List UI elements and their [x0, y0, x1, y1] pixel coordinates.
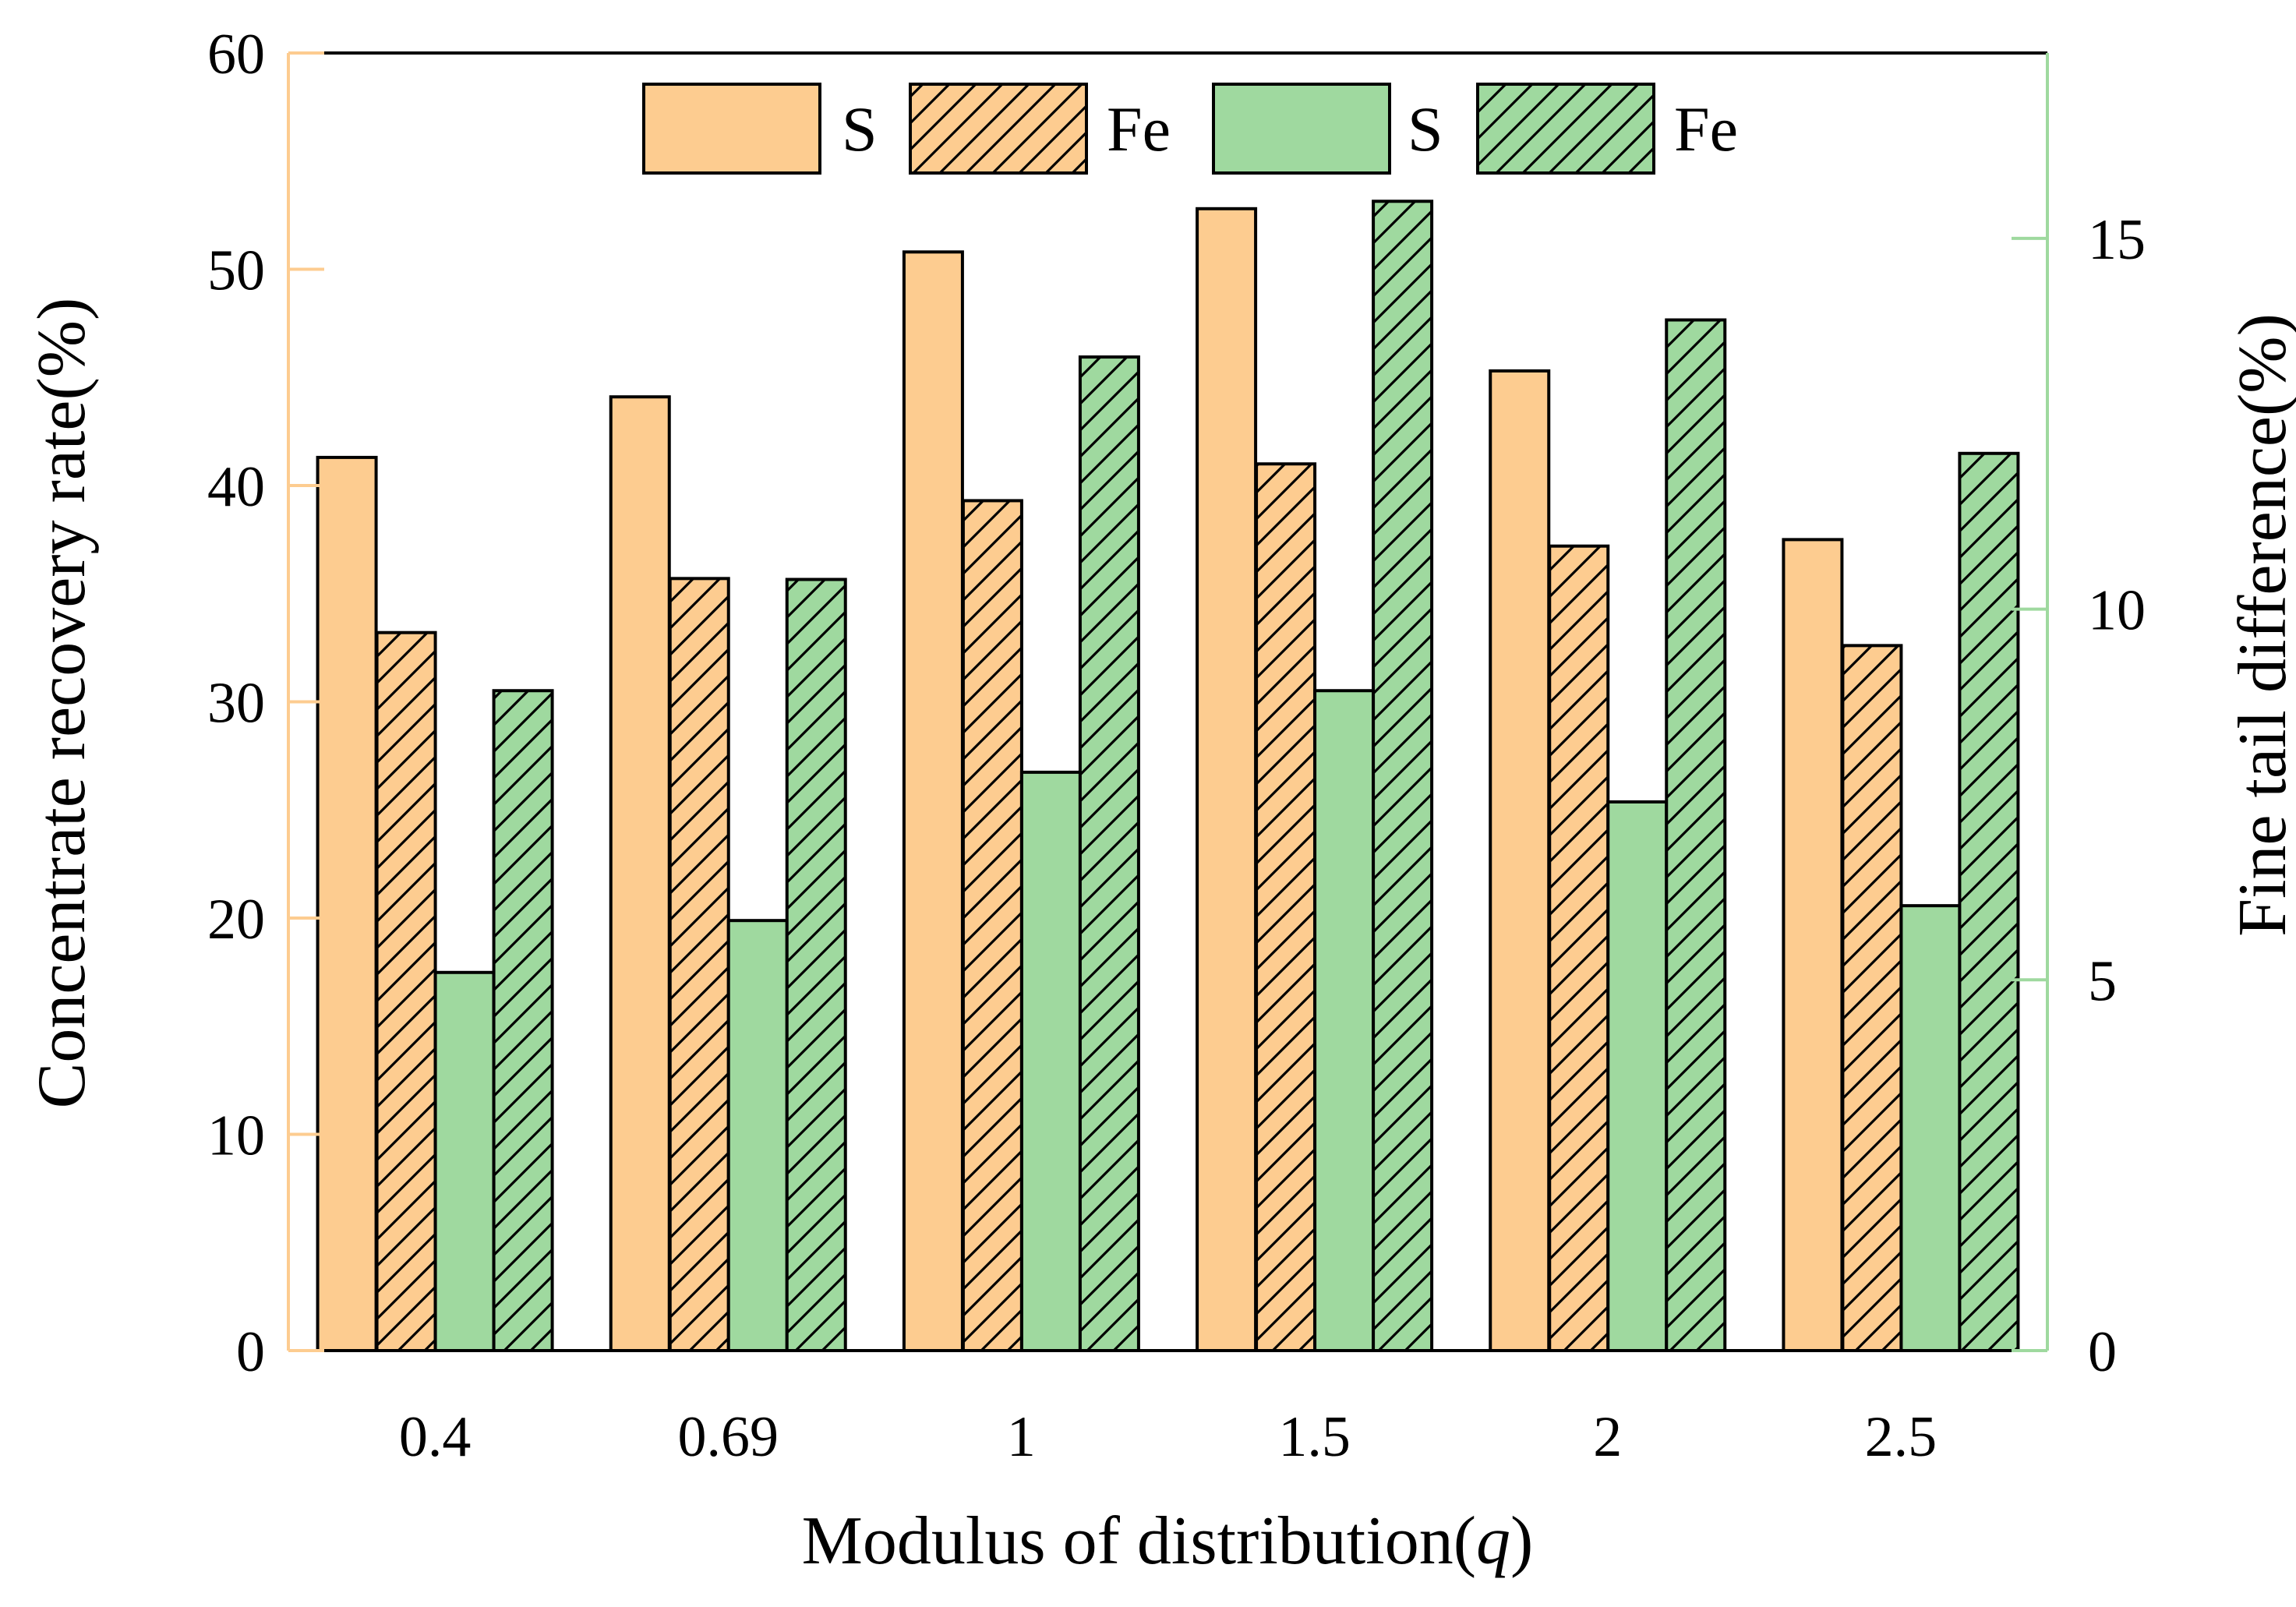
- right-y-tick-label: 0: [2088, 1320, 2117, 1384]
- legend-item-fe-green: Fe: [1476, 83, 1738, 175]
- bar-s-right-2.5: [1899, 904, 1962, 1352]
- left-y-tick-label: 20: [207, 888, 265, 952]
- x-axis-title: Modulus of distribution(q): [802, 1503, 1534, 1579]
- legend-swatch-s-green: [1212, 83, 1391, 175]
- bar-s-right-2: [1606, 800, 1669, 1352]
- bar-fe-left-0.4: [375, 630, 437, 1352]
- bar-s-left-2.5: [1782, 538, 1844, 1352]
- x-tick-label: 2.5: [1865, 1405, 1937, 1469]
- legend-item-fe-orange: Fe: [909, 83, 1171, 175]
- bar-s-right-1: [1019, 770, 1082, 1352]
- left-y-tick-label: 50: [207, 239, 265, 303]
- x-tick-label: 2: [1593, 1405, 1622, 1469]
- legend-swatch-fe-orange: [909, 83, 1088, 175]
- left-y-tick-label: 30: [207, 672, 265, 736]
- bar-fe-right-0.69: [785, 577, 847, 1352]
- left-y-tick-label: 10: [207, 1104, 265, 1168]
- legend-item-s-green: S: [1212, 83, 1443, 175]
- legend-label-s-orange: S: [842, 94, 878, 164]
- left-y-tick-label: 0: [236, 1320, 265, 1384]
- legend: S Fe S Fe: [642, 83, 1738, 175]
- bar-fe-left-1: [961, 499, 1023, 1352]
- left-y-tick-label: 40: [207, 455, 265, 519]
- legend-label-fe-orange: Fe: [1107, 94, 1171, 164]
- right-y-tick-label: 10: [2088, 579, 2146, 643]
- left-y-ticks: 0 10 20 30 40 50 60: [207, 23, 324, 1384]
- x-tick-label: 1.5: [1278, 1405, 1351, 1469]
- bar-fe-right-2.5: [1958, 451, 2020, 1352]
- bar-fe-right-1: [1078, 355, 1140, 1353]
- legend-label-s-green: S: [1408, 94, 1443, 164]
- legend-label-fe-green: Fe: [1674, 94, 1738, 164]
- x-tick-label: 0.69: [678, 1405, 779, 1469]
- bar-s-left-2: [1489, 369, 1551, 1352]
- left-y-tick-label: 60: [207, 23, 265, 87]
- legend-swatch-fe-green: [1476, 83, 1655, 175]
- y-axis-right-title: Fine tail difference(%): [2225, 313, 2296, 937]
- legend-item-s-orange: S: [642, 83, 878, 175]
- bar-fe-right-2: [1665, 318, 1727, 1352]
- bar-s-left-0.69: [609, 395, 671, 1353]
- bar-s-right-0.69: [726, 919, 789, 1352]
- bars-layer: [316, 200, 2020, 1353]
- legend-swatch-s-orange: [642, 83, 821, 175]
- bar-s-left-1: [902, 250, 964, 1352]
- bar-fe-left-2: [1548, 544, 1610, 1353]
- bar-fe-left-0.69: [668, 577, 730, 1352]
- right-y-tick-label: 5: [2088, 949, 2117, 1013]
- bar-fe-right-1.5: [1372, 200, 1434, 1352]
- bar-fe-right-0.4: [492, 689, 554, 1352]
- y-axis-left-title: Concentrate recovery rate(%): [24, 298, 100, 1109]
- bar-s-left-0.4: [316, 455, 378, 1352]
- x-tick-labels: 0.4 0.69 1 1.5 2 2.5: [399, 1405, 1937, 1469]
- x-tick-label: 1: [1007, 1405, 1036, 1469]
- bar-fe-left-2.5: [1841, 644, 1903, 1352]
- bar-s-right-0.4: [433, 970, 496, 1353]
- right-y-tick-label: 15: [2088, 208, 2146, 272]
- bar-fe-left-1.5: [1255, 462, 1317, 1352]
- bar-s-right-1.5: [1313, 689, 1376, 1352]
- right-y-ticks: 0 5 10 15: [2012, 208, 2146, 1384]
- bar-s-left-1.5: [1196, 207, 1258, 1352]
- x-tick-label: 0.4: [399, 1405, 472, 1469]
